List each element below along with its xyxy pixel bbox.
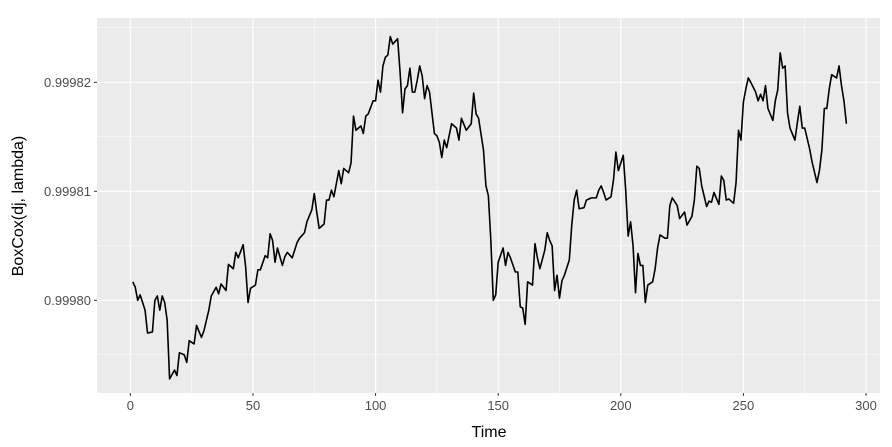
data-line — [132, 35, 848, 380]
x-axis-title: Time — [472, 424, 507, 441]
y-tick-label: 0.99981 — [44, 184, 91, 199]
x-tick-label: 0 — [127, 398, 134, 413]
y-tick-label: 0.99982 — [44, 75, 91, 90]
x-tick-label: 250 — [733, 398, 755, 413]
y-tick-label: 0.99980 — [44, 293, 91, 308]
x-tick-label: 200 — [610, 398, 632, 413]
x-tick-label: 150 — [487, 398, 509, 413]
y-axis-title: BoxCox(dj, lambda) — [10, 136, 27, 277]
x-tick-label: 300 — [855, 398, 877, 413]
x-tick-label: 50 — [246, 398, 260, 413]
x-tick-label: 100 — [365, 398, 387, 413]
